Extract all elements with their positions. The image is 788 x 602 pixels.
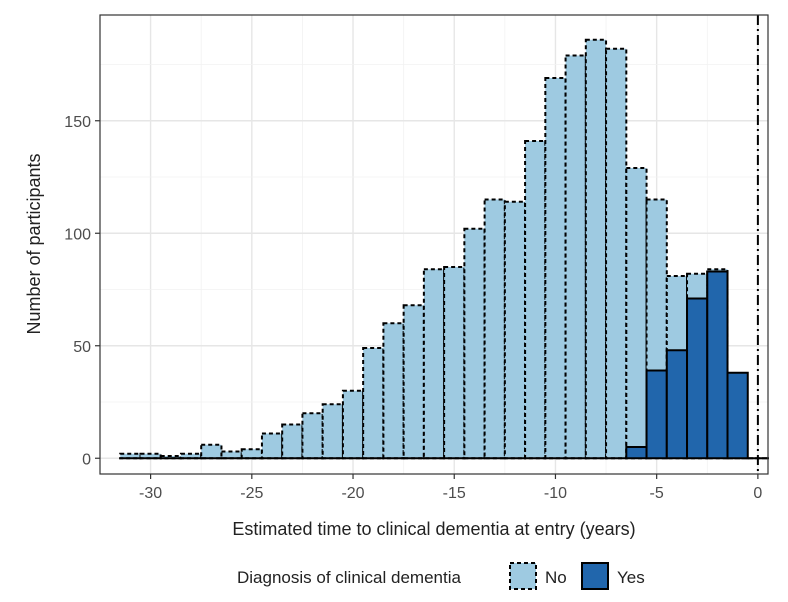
y-tick-label: 100 [64, 226, 91, 243]
bar-no [200, 443, 223, 460]
bar-no [605, 47, 628, 460]
bar-yes [726, 371, 749, 460]
x-tick-label: -10 [544, 485, 567, 502]
bar-no [281, 423, 304, 460]
bar-no [382, 322, 405, 460]
x-tick-label: -30 [139, 485, 162, 502]
legend-label-yes: Yes [617, 568, 645, 587]
bar-yes [686, 297, 709, 460]
bar-no [402, 304, 425, 460]
bar-no [362, 347, 385, 460]
legend-key-no [509, 562, 537, 590]
x-axis-title: Estimated time to clinical dementia at e… [232, 519, 635, 539]
bar-no [422, 268, 446, 460]
bar-no [503, 200, 527, 460]
x-tick-label: -15 [443, 485, 466, 502]
bar-no [341, 389, 365, 460]
bar-no [524, 140, 547, 460]
bar-no [260, 432, 284, 460]
bar-no [584, 38, 608, 460]
bar-no [463, 227, 486, 460]
legend: Diagnosis of clinical dementia No Yes [237, 562, 645, 590]
bar-yes [625, 446, 648, 460]
y-tick-label: 0 [82, 451, 91, 468]
bar-no [544, 77, 567, 460]
bar-no [240, 448, 263, 460]
x-tick-label: 0 [753, 485, 762, 502]
bar-yes [645, 369, 668, 460]
bar-no [321, 403, 344, 460]
bar-no [301, 412, 324, 460]
series-yes-bars [119, 270, 769, 460]
legend-title: Diagnosis of clinical dementia [237, 568, 461, 587]
y-axis-title: Number of participants [24, 153, 44, 334]
y-tick-label: 150 [64, 114, 91, 131]
legend-label-no: No [545, 568, 567, 587]
bar-no [220, 450, 243, 460]
plot-border [99, 14, 769, 475]
x-axis-ticks: -30 -25 -20 -15 -10 -5 0 [139, 474, 762, 502]
x-tick-label: -25 [240, 485, 263, 502]
x-tick-label: -20 [341, 485, 364, 502]
bar-no [483, 198, 506, 460]
bar-no [443, 266, 466, 460]
x-tick-label: -5 [650, 485, 664, 502]
y-axis-ticks: 0 50 100 150 [64, 114, 100, 468]
bar-no [625, 167, 648, 460]
legend-key-yes [581, 562, 609, 590]
bar-no [564, 54, 587, 460]
bar-yes [665, 349, 689, 460]
bar-yes [706, 270, 729, 460]
y-tick-label: 50 [73, 339, 91, 356]
